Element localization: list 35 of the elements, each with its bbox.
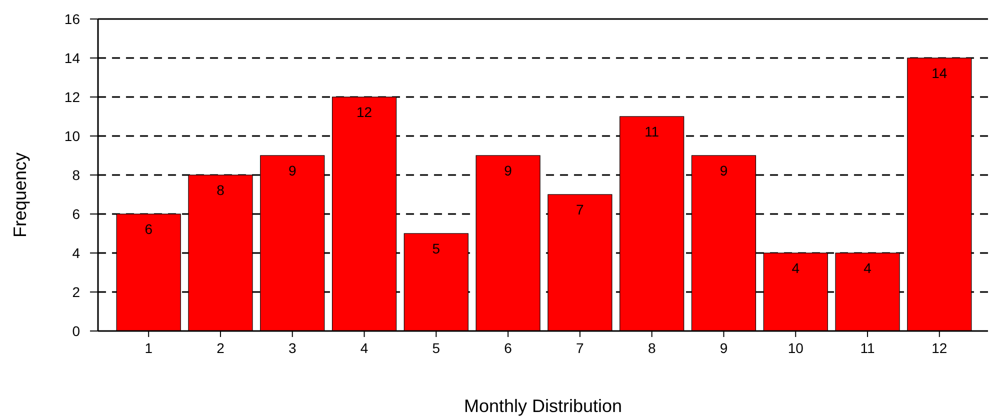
x-axis-title: Monthly Distribution — [464, 396, 622, 416]
x-tick-label: 12 — [932, 340, 948, 356]
data-label: 12 — [356, 104, 372, 120]
y-tick-label: 14 — [64, 50, 80, 66]
y-tick-label: 12 — [64, 88, 80, 105]
x-tick-label: 9 — [720, 340, 728, 356]
data-label: 7 — [576, 202, 584, 218]
y-tick-label: 4 — [72, 244, 80, 261]
x-tick-label: 2 — [216, 340, 225, 356]
x-tick-label: 3 — [288, 340, 296, 356]
x-tick-label: 7 — [576, 340, 584, 356]
x-tick-label: 4 — [360, 340, 368, 356]
y-tick-label: 6 — [72, 206, 80, 222]
x-tick-label: 8 — [648, 340, 656, 356]
y-tick-label: 8 — [72, 166, 80, 183]
data-label: 5 — [432, 240, 440, 256]
data-label: 14 — [932, 65, 948, 81]
y-tick-label: 0 — [72, 322, 80, 339]
y-tick-label: 16 — [64, 10, 80, 27]
data-label: 9 — [504, 162, 512, 178]
data-label: 4 — [792, 260, 800, 276]
data-label: 4 — [864, 260, 872, 276]
data-label: 9 — [720, 162, 728, 178]
x-tick-label: 10 — [788, 340, 804, 356]
y-tick-label: 2 — [72, 284, 80, 300]
x-tick-label: 5 — [432, 340, 440, 356]
data-label: 11 — [644, 124, 660, 140]
x-tick-label: 11 — [860, 340, 875, 356]
y-tick-label: 10 — [64, 128, 80, 144]
x-tick-label: 6 — [504, 340, 512, 356]
data-label: 8 — [216, 182, 225, 198]
data-label: 9 — [288, 162, 296, 178]
data-label: 6 — [144, 221, 153, 237]
y-axis-title: Frequency — [10, 152, 30, 238]
x-tick-label: 1 — [144, 340, 153, 356]
